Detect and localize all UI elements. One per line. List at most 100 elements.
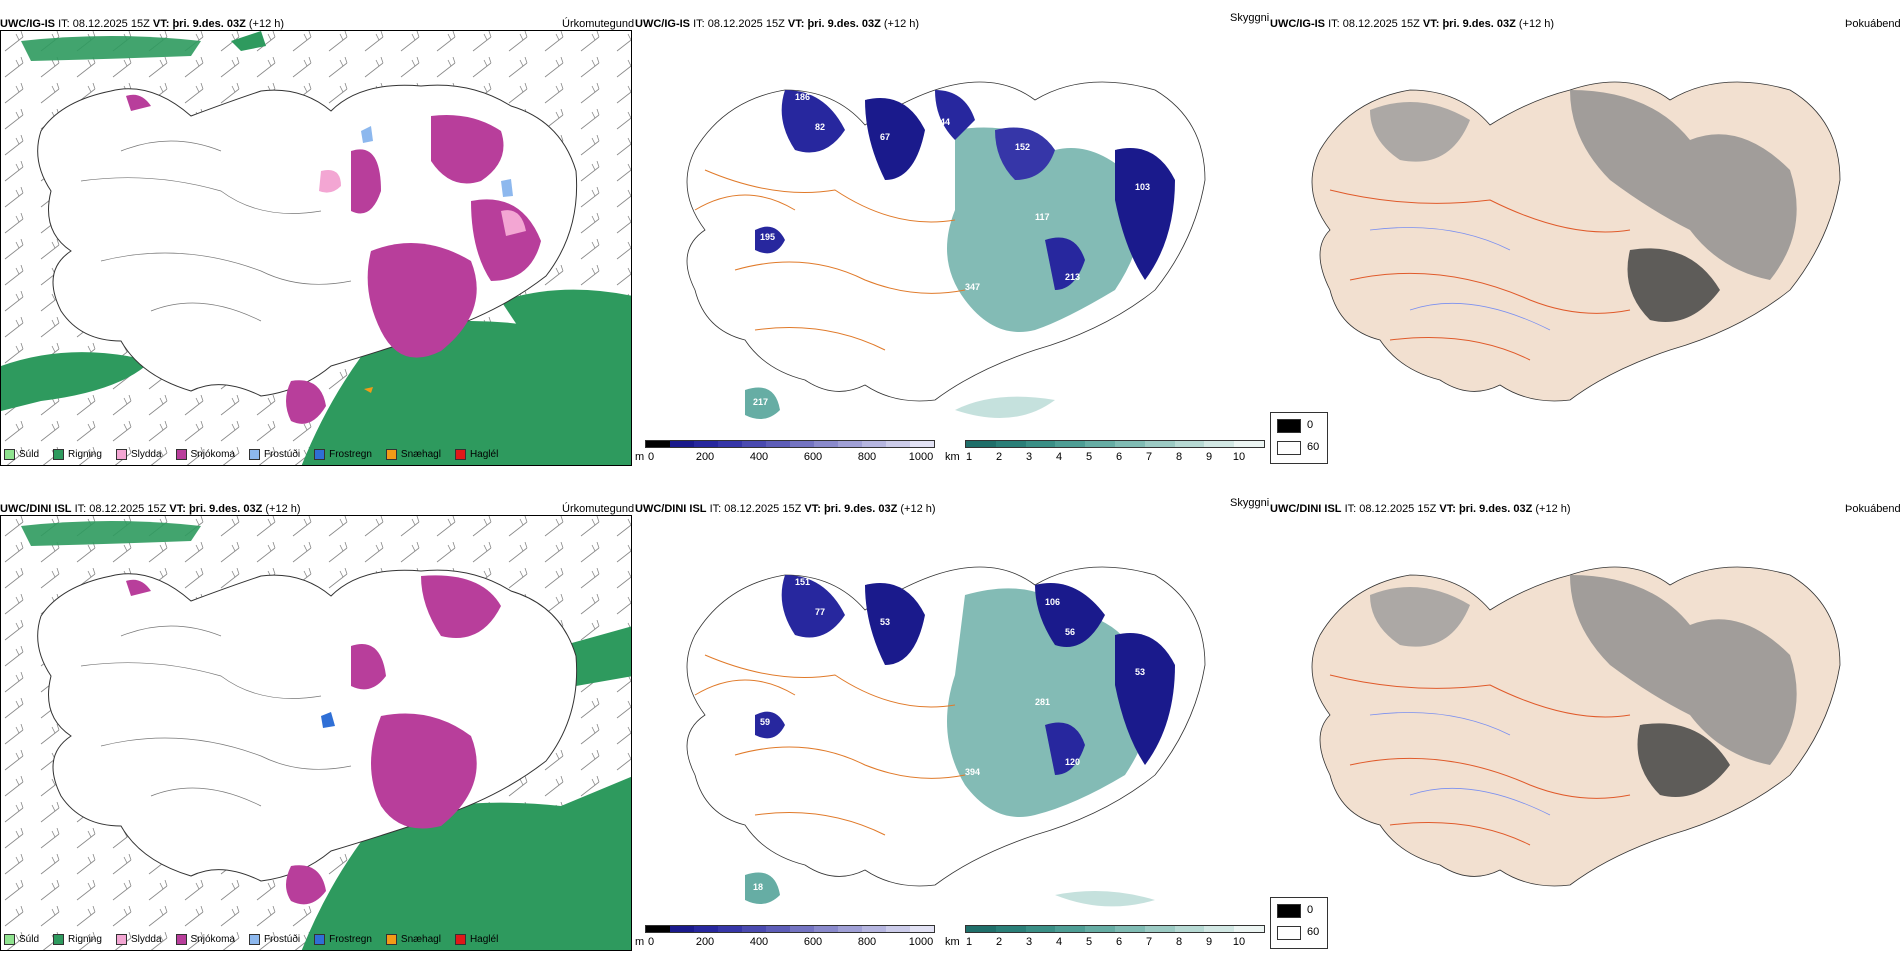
panel-header: UWC/IG-IS IT: 08.12.2025 15Z VT: þri. 9.… [0,18,285,30]
panel-header: UWC/IG-IS IT: 08.12.2025 15Z VT: þri. 9.… [635,18,920,30]
panel-title: Þokuábendi [1845,503,1900,515]
ceiling-ticks: 0 200 400 600 800 1000 [647,936,934,948]
panel-title: Þokuábendi [1845,18,1900,30]
ceiling-ticks: 0 200 400 600 800 1000 [647,451,934,463]
ceiling-colorbar: m 0 200 400 600 800 1000 [635,925,935,955]
svg-text:82: 82 [815,122,825,132]
legend-item-haglel: Haglél [454,934,498,945]
svg-text:53: 53 [1135,667,1145,677]
svg-text:117: 117 [1035,212,1050,222]
ceiling-visibility-panel-dini: UWC/DINI ISL IT: 08.12.2025 15Z VT: þri.… [635,485,1270,955]
svg-text:18: 18 [753,882,763,892]
precip-type-panel-dini: UWC/DINI ISL IT: 08.12.2025 15Z VT: þri.… [0,485,635,955]
svg-text:120: 120 [1065,757,1080,767]
precip-map[interactable] [0,30,632,466]
svg-text:67: 67 [880,132,890,142]
panel-title: Úrkomutegund [562,18,635,30]
svg-text:106: 106 [1045,597,1060,607]
svg-text:77: 77 [815,607,825,617]
panel-header: UWC/DINI ISL IT: 08.12.2025 15Z VT: þri.… [635,503,936,515]
fog-swatch-60 [1277,926,1301,940]
panel-header: UWC/DINI ISL IT: 08.12.2025 15Z VT: þri.… [0,503,301,515]
svg-text:213: 213 [1065,272,1080,282]
legend-item-slydda: Slydda [115,449,162,460]
legend-item-snjokoma: Snjókoma [175,934,235,945]
svg-text:152: 152 [1015,142,1030,152]
snow-area [421,575,501,638]
legend-item-haglel: Haglél [454,449,498,460]
panel-header: UWC/DINI ISL IT: 08.12.2025 15Z VT: þri.… [1270,503,1571,515]
low-ceiling-area [781,90,845,153]
fog-label-0: 0 [1307,904,1314,916]
visibility-colorbar-swatches [965,440,1265,448]
svg-text:186: 186 [795,92,810,102]
legend-item-frostudi: Frostúði [248,934,300,945]
precip-type-panel-ig: UWC/IG-IS IT: 08.12.2025 15Z VT: þri. 9.… [0,0,635,470]
svg-text:217: 217 [753,397,768,407]
rain-area [301,321,631,465]
visibility-title: Skyggni [1230,12,1270,24]
visibility-area [947,127,1142,332]
ceiling-labels: 151 77 53 106 56 53 281 120 394 59 18 [753,577,1145,892]
visibility-colorbar-swatches [965,925,1265,933]
fog-swatch-0 [1277,904,1301,918]
ceiling-labels: 186 82 67 144 152 103 117 213 347 195 21… [753,92,1150,407]
legend-item-sudd: Súld [4,934,39,945]
fog-area [1570,90,1797,280]
fog-label-0: 0 [1307,419,1314,431]
low-ceiling-area [781,575,845,638]
visibility-ticks: 1 2 3 4 5 6 7 8 9 10 [965,936,1246,948]
legend-item-rigning: Rigning [53,449,102,460]
fog-map[interactable] [1270,30,1900,440]
legend-item-frostregn: Frostregn [314,449,372,460]
ceiling-colorbar-swatches [645,440,935,448]
ceiling-unit: m [635,451,645,463]
visibility-colorbar: km 1 2 3 4 5 6 7 8 9 10 [945,440,1265,470]
fog-legend: 0 60 [1270,897,1328,949]
fog-legend: 0 60 [1270,412,1328,464]
fog-label-60: 60 [1307,441,1320,453]
svg-text:53: 53 [880,617,890,627]
legend-item-snjokoma: Snjókoma [175,449,235,460]
ceiling-colorbar: m 0 200 400 600 800 1000 [635,440,935,470]
legend-item-frostudi: Frostúði [248,449,300,460]
visibility-area [947,588,1152,817]
legend-item-rigning: Rigning [53,934,102,945]
legend-item-snaehagl: Snæhagl [385,449,441,460]
snow-area [431,115,504,184]
svg-text:394: 394 [965,767,980,777]
top-row: UWC/IG-IS IT: 08.12.2025 15Z VT: þri. 9.… [0,0,1900,475]
legend-item-snaehagl: Snæhagl [385,934,441,945]
fog-panel-dini: UWC/DINI ISL IT: 08.12.2025 15Z VT: þri.… [1270,485,1900,955]
legend-item-slydda: Slydda [115,934,162,945]
svg-text:347: 347 [965,282,980,292]
fog-area [1570,575,1797,765]
panel-header: UWC/IG-IS IT: 08.12.2025 15Z VT: þri. 9.… [1270,18,1555,30]
fog-map[interactable] [1270,515,1900,925]
visibility-unit: km [945,451,960,463]
precip-map[interactable] [0,515,632,951]
visibility-title: Skyggni [1230,497,1270,509]
svg-text:151: 151 [795,577,810,587]
panel-title: Úrkomutegund [562,503,635,515]
bottom-row: UWC/DINI ISL IT: 08.12.2025 15Z VT: þri.… [0,485,1900,960]
fog-swatch-60 [1277,441,1301,455]
legend-item-frostregn: Frostregn [314,934,372,945]
ceiling-visibility-panel-ig: UWC/IG-IS IT: 08.12.2025 15Z VT: þri. 9.… [635,0,1270,470]
svg-text:281: 281 [1035,697,1050,707]
fog-label-60: 60 [1307,926,1320,938]
ceiling-map[interactable]: 186 82 67 144 152 103 117 213 347 195 21… [635,30,1265,460]
precip-legend: Súld Rigning Slydda Snjókoma Frostúði Fr… [4,934,498,945]
ceiling-map[interactable]: 151 77 53 106 56 53 281 120 394 59 18 [635,515,1265,945]
svg-text:56: 56 [1065,627,1075,637]
visibility-unit: km [945,936,960,948]
svg-text:195: 195 [760,232,775,242]
legend-item-sudd: Súld [4,449,39,460]
ceiling-colorbar-swatches [645,925,935,933]
svg-text:144: 144 [935,117,950,127]
svg-text:103: 103 [1135,182,1150,192]
svg-text:59: 59 [760,717,770,727]
fog-swatch-0 [1277,419,1301,433]
ceiling-unit: m [635,936,645,948]
precip-legend: Súld Rigning Slydda Snjókoma Frostúði Fr… [4,449,498,460]
